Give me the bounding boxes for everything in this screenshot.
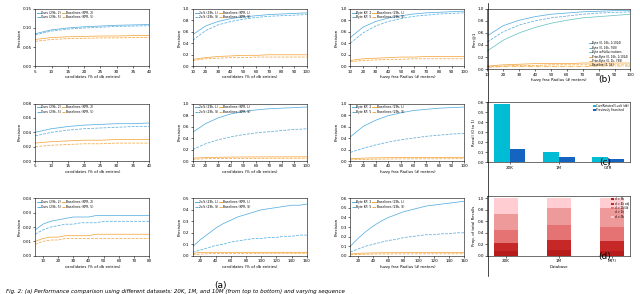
Text: (b): (b)	[598, 75, 611, 84]
Bar	[559, 157, 575, 162]
Legend: Ours (29k, 2), Ours (29k, 5), Baselines (KPR, 2), Baselines (KPR, 5): Ours (29k, 2), Ours (29k, 5), Baselines …	[36, 200, 93, 209]
Text: (d): (d)	[598, 252, 611, 261]
Bar	[494, 251, 518, 256]
Bar	[494, 214, 518, 230]
Legend: d > 8k, d > 4k adj, d > 2k/4k, d > 1k, d > 0k: d > 8k, d > 4k adj, d > 2k/4k, d > 1k, d…	[611, 197, 629, 219]
Legend: Byte KP, 2, Byte KP, 5, Baselines (29k, L), Baselines (29k, S): Byte KP, 2, Byte KP, 5, Baselines (29k, …	[352, 10, 404, 19]
Y-axis label: Precision: Precision	[17, 218, 21, 236]
Bar	[494, 198, 518, 214]
Legend: 2x/k (29k, L), 2x/k (29k, S), Baselines (KPR, L), Baselines (KPR, S): 2x/k (29k, L), 2x/k (29k, S), Baselines …	[195, 10, 251, 19]
Y-axis label: Precision: Precision	[335, 123, 339, 141]
Y-axis label: Precision: Precision	[17, 123, 21, 141]
X-axis label: candidates (% of db entries): candidates (% of db entries)	[65, 75, 120, 79]
Y-axis label: Precision: Precision	[17, 29, 21, 47]
Y-axis label: Precision: Precision	[177, 29, 181, 47]
Bar	[600, 241, 624, 250]
X-axis label: candidates (% of db entries): candidates (% of db entries)	[222, 170, 278, 174]
X-axis label: fuzzy frac Radius (# meters): fuzzy frac Radius (# meters)	[531, 78, 587, 82]
Text: (a): (a)	[214, 281, 227, 290]
Bar	[593, 157, 608, 162]
Legend: Byte KP, 2, Byte KP, 5, Baselines (29k, L), Baselines (29k, S): Byte KP, 2, Byte KP, 5, Baselines (29k, …	[352, 200, 404, 209]
Y-axis label: Precision: Precision	[335, 218, 339, 236]
X-axis label: fuzzy frac Radius (# meters): fuzzy frac Radius (# meters)	[380, 170, 435, 174]
Legend: Ours (29k, 2), Ours (29k, 5), Baselines (KPR, 2), Baselines (KPR, 5): Ours (29k, 2), Ours (29k, 5), Baselines …	[36, 105, 93, 114]
Y-axis label: Prec@1: Prec@1	[472, 31, 476, 47]
X-axis label: candidates (% of db entries): candidates (% of db entries)	[222, 75, 278, 79]
Y-axis label: Precision: Precision	[177, 123, 181, 141]
Bar	[600, 198, 624, 208]
X-axis label: fuzzy frac Radius (# meters): fuzzy frac Radius (# meters)	[380, 265, 435, 269]
Y-axis label: Precision: Precision	[335, 29, 339, 47]
Bar	[600, 208, 624, 226]
Legend: Ours (29k, 2), Ours (29k, 5), Baselines (KPR, 2), Baselines (KPR, 5): Ours (29k, 2), Ours (29k, 5), Baselines …	[36, 10, 93, 19]
Bar	[547, 240, 571, 250]
Bar	[608, 159, 624, 162]
Legend: Byte KP, 2, Byte KP, 5, Baselines (29k, L), Baselines (29k, S): Byte KP, 2, Byte KP, 5, Baselines (29k, …	[352, 105, 404, 114]
Bar	[547, 198, 571, 208]
Legend: Curr/Rotated 5-volt (db), Previously Searched: Curr/Rotated 5-volt (db), Previously Sea…	[593, 103, 629, 113]
Text: Fig. 2: (a) Performance comparison using different datasets: 20K, 1M, and 10M (f: Fig. 2: (a) Performance comparison using…	[6, 288, 345, 293]
Bar	[547, 225, 571, 240]
Legend: 2x/k (29k, L), 2x/k (29k, S), Baselines (KPR, L), Baselines (KPR, S): 2x/k (29k, L), 2x/k (29k, S), Baselines …	[195, 105, 251, 114]
Text: (c): (c)	[599, 158, 611, 167]
Legend: 2x/k (29k, L), 2x/k (29k, S), Baselines (KPR, L), Baselines (KPR, S): 2x/k (29k, L), 2x/k (29k, S), Baselines …	[195, 200, 251, 209]
Bar	[600, 250, 624, 256]
Bar	[509, 149, 525, 162]
Bar	[600, 226, 624, 241]
Bar	[494, 243, 518, 251]
X-axis label: candidates (% of db entries): candidates (% of db entries)	[65, 265, 120, 269]
X-axis label: candidates (% of db entries): candidates (% of db entries)	[222, 265, 278, 269]
Bar	[543, 152, 559, 162]
X-axis label: Database: Database	[550, 265, 568, 269]
Bar	[494, 104, 509, 162]
Y-axis label: Recall (0 to 1): Recall (0 to 1)	[472, 118, 476, 146]
Bar	[547, 208, 571, 225]
Y-axis label: Precision: Precision	[177, 218, 181, 236]
Bar	[494, 230, 518, 243]
Y-axis label: Prop. of total Recalls: Prop. of total Recalls	[472, 206, 476, 246]
X-axis label: candidates (% of db entries): candidates (% of db entries)	[65, 170, 120, 174]
Legend: Byte (0, 16k, 1/1024), Byte (0, 16k, 768), Byte w/Hallucinations, Prior-Byte (0,: Byte (0, 16k, 1/1024), Byte (0, 16k, 768…	[588, 41, 629, 68]
Bar	[547, 250, 571, 256]
X-axis label: fuzzy frac Radius (# meters): fuzzy frac Radius (# meters)	[380, 75, 435, 79]
